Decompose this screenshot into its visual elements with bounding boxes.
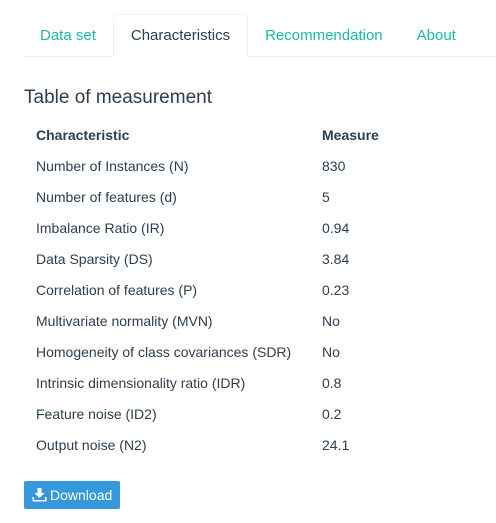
table-row: Correlation of features (P) 0.23 xyxy=(24,274,391,305)
measure-cell: 3.84 xyxy=(322,250,350,267)
measure-cell: No xyxy=(322,312,340,329)
column-header-characteristic: Characteristic xyxy=(36,126,130,143)
characteristic-cell: Output noise (N2) xyxy=(36,436,147,453)
characteristic-cell: Intrinsic dimensionality ratio (IDR) xyxy=(36,374,246,391)
table-row: Data Sparsity (DS) 3.84 xyxy=(24,243,391,274)
section-title: Table of measurement xyxy=(24,87,212,108)
download-button[interactable]: Download xyxy=(24,481,121,509)
download-icon xyxy=(32,488,47,502)
table-row: Imbalance Ratio (IR) 0.94 xyxy=(24,212,391,243)
table-row: Number of features (d) 5 xyxy=(24,181,391,212)
table-row: Output noise (N2) 24.1 xyxy=(24,429,391,460)
tab-characteristics[interactable]: Characteristics xyxy=(112,14,249,57)
characteristic-cell: Homogeneity of class covariances (SDR) xyxy=(36,343,292,360)
measure-cell: 24.1 xyxy=(322,436,350,453)
measure-cell: 0.2 xyxy=(322,405,342,422)
characteristic-cell: Multivariate normality (MVN) xyxy=(36,312,213,329)
column-header-measure: Measure xyxy=(322,126,379,143)
measure-cell: No xyxy=(322,343,340,360)
tab-data-set[interactable]: Data set xyxy=(40,26,96,44)
measure-cell: 0.8 xyxy=(322,374,342,391)
measure-cell: 830 xyxy=(322,157,346,174)
table-row: Feature noise (ID2) 0.2 xyxy=(24,398,391,429)
characteristic-cell: Imbalance Ratio (IR) xyxy=(36,219,165,236)
characteristic-cell: Feature noise (ID2) xyxy=(36,405,157,422)
measure-cell: 5 xyxy=(322,188,330,205)
measurement-table: Characteristic Measure Number of Instanc… xyxy=(24,119,391,460)
table-row: Intrinsic dimensionality ratio (IDR) 0.8 xyxy=(24,367,391,398)
tab-recommendation[interactable]: Recommendation xyxy=(265,26,383,44)
measure-cell: 0.23 xyxy=(322,281,350,298)
download-label: Download xyxy=(50,487,113,503)
table-row: Homogeneity of class covariances (SDR) N… xyxy=(24,336,391,367)
characteristic-cell: Data Sparsity (DS) xyxy=(36,250,153,267)
tab-bar: Data set Characteristics Recommendation … xyxy=(23,14,496,57)
characteristic-cell: Correlation of features (P) xyxy=(36,281,198,298)
tab-about[interactable]: About xyxy=(416,26,456,44)
characteristic-cell: Number of features (d) xyxy=(36,188,177,205)
table-header-row: Characteristic Measure xyxy=(24,119,391,150)
characteristic-cell: Number of Instances (N) xyxy=(36,157,189,174)
table-row: Multivariate normality (MVN) No xyxy=(24,305,391,336)
table-row: Number of Instances (N) 830 xyxy=(24,150,391,181)
measure-cell: 0.94 xyxy=(322,219,350,236)
